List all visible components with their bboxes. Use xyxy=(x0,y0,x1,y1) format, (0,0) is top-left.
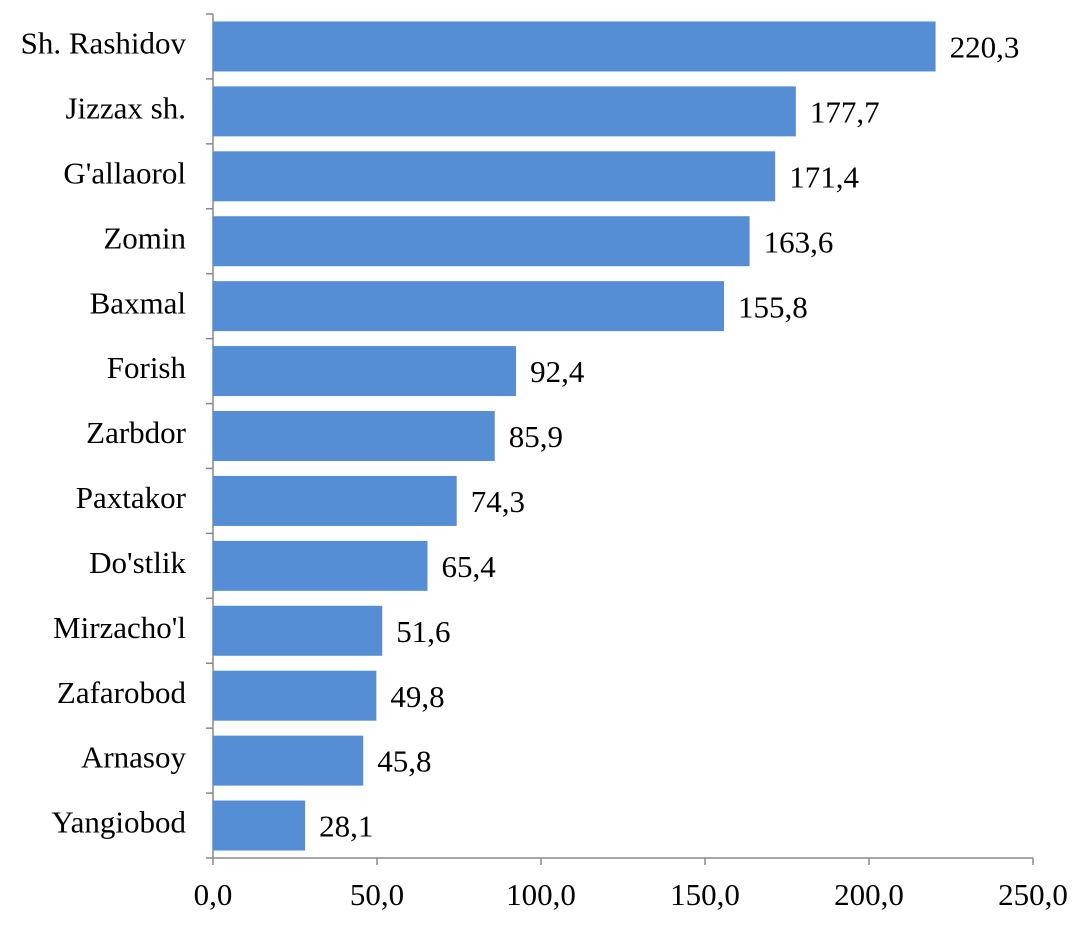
x-tick-label: 50,0 xyxy=(350,877,404,912)
bar xyxy=(213,21,936,72)
value-label: 85,9 xyxy=(509,419,563,454)
y-tick-label: Forish xyxy=(107,350,187,385)
value-label: 171,4 xyxy=(789,159,859,194)
x-tick-label: 100,0 xyxy=(506,877,576,912)
bar xyxy=(213,735,364,786)
value-label: 28,1 xyxy=(319,809,373,844)
y-tick-label: Zarbdor xyxy=(86,415,187,450)
bar xyxy=(213,411,495,461)
y-tick-label: G'allaorol xyxy=(63,155,186,190)
y-tick-label: Paxtakor xyxy=(76,480,187,515)
value-label: 51,6 xyxy=(396,614,450,649)
x-tick-label: 250,0 xyxy=(998,877,1068,912)
bar xyxy=(213,605,383,656)
y-tick-label: Zomin xyxy=(103,220,186,255)
value-label: 163,6 xyxy=(764,224,834,259)
value-label: 49,8 xyxy=(390,679,444,714)
y-tick-label: Mirzacho'l xyxy=(53,610,186,645)
bar xyxy=(213,800,306,851)
y-tick-label: Jizzax sh. xyxy=(65,90,186,125)
x-tick-label: 200,0 xyxy=(834,877,904,912)
y-tick-label: Arnasoy xyxy=(81,740,187,775)
bar xyxy=(213,670,377,721)
bar xyxy=(213,540,428,591)
value-label: 45,8 xyxy=(377,744,431,779)
bar xyxy=(213,216,750,267)
value-label: 92,4 xyxy=(530,354,585,389)
value-label: 65,4 xyxy=(442,549,497,584)
bar xyxy=(213,346,517,397)
y-tick-label: Sh. Rashidov xyxy=(21,26,187,61)
value-label: 74,3 xyxy=(471,484,525,519)
y-tick-label: Yangiobod xyxy=(51,805,186,840)
x-tick-label: 150,0 xyxy=(670,877,740,912)
value-label: 155,8 xyxy=(738,289,808,324)
y-tick-label: Baxmal xyxy=(90,285,186,320)
y-tick-label: Do'stlik xyxy=(89,545,186,580)
bar xyxy=(213,281,725,332)
bar xyxy=(213,86,796,137)
x-tick-label: 0,0 xyxy=(194,877,233,912)
value-label: 177,7 xyxy=(810,94,880,129)
value-label: 220,3 xyxy=(950,30,1020,65)
bar xyxy=(213,151,776,202)
bar xyxy=(213,475,457,526)
y-tick-label: Zafarobod xyxy=(57,675,187,710)
